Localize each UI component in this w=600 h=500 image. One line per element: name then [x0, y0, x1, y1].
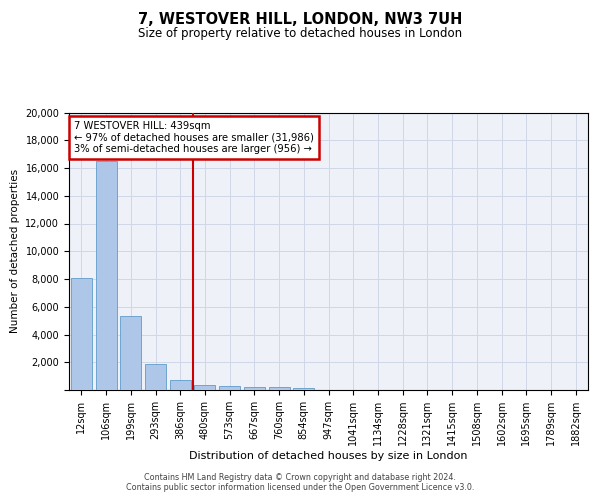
Bar — [120, 316, 141, 390]
Bar — [71, 278, 92, 390]
X-axis label: Distribution of detached houses by size in London: Distribution of detached houses by size … — [189, 451, 468, 461]
Y-axis label: Number of detached properties: Number of detached properties — [10, 169, 20, 334]
Bar — [244, 387, 265, 390]
Bar — [194, 384, 215, 390]
Text: Contains HM Land Registry data © Crown copyright and database right 2024.: Contains HM Land Registry data © Crown c… — [144, 472, 456, 482]
Bar — [293, 388, 314, 390]
Text: 7, WESTOVER HILL, LONDON, NW3 7UH: 7, WESTOVER HILL, LONDON, NW3 7UH — [138, 12, 462, 28]
Text: 7 WESTOVER HILL: 439sqm
← 97% of detached houses are smaller (31,986)
3% of semi: 7 WESTOVER HILL: 439sqm ← 97% of detache… — [74, 121, 314, 154]
Bar — [269, 388, 290, 390]
Text: Contains public sector information licensed under the Open Government Licence v3: Contains public sector information licen… — [126, 484, 474, 492]
Bar — [95, 161, 116, 390]
Bar — [145, 364, 166, 390]
Text: Size of property relative to detached houses in London: Size of property relative to detached ho… — [138, 28, 462, 40]
Bar — [219, 386, 240, 390]
Bar — [170, 380, 191, 390]
